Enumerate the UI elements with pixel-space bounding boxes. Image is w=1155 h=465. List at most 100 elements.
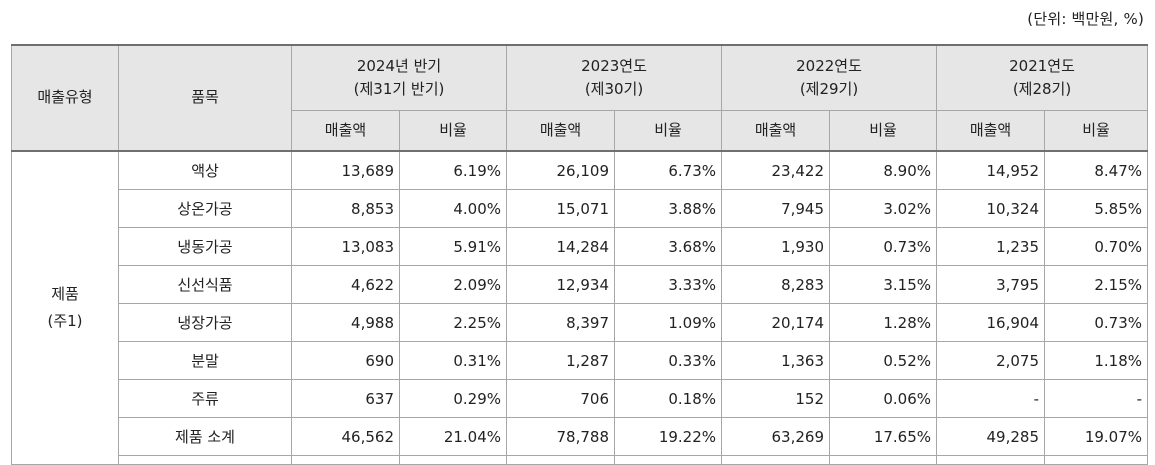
amount-cell: 26,109	[506, 150, 616, 190]
header-ratio: 비율	[398, 110, 508, 152]
ratio-cell: 3.15%	[829, 265, 938, 304]
empty-cell	[1044, 455, 1149, 465]
amount-cell: 13,689	[291, 150, 400, 190]
empty-cell	[936, 455, 1046, 465]
amount-cell: 8,283	[721, 265, 831, 304]
ratio-cell: 0.73%	[1044, 303, 1149, 342]
header-amount: 매출액	[506, 110, 616, 152]
ratio-cell: 19.22%	[614, 417, 723, 456]
amount-cell: 1,363	[721, 341, 831, 380]
period-sub: (제29기)	[799, 80, 859, 98]
table-row-cutoff	[12, 455, 1149, 465]
amount-cell: 7,945	[721, 189, 831, 228]
sales-by-item-table: 매출유형 품목 2024년 반기 (제31기 반기) 2023연도 (제30기)…	[11, 44, 1149, 465]
ratio-cell: 3.33%	[614, 265, 723, 304]
empty-cell	[118, 455, 292, 465]
period-label: 2023연도	[581, 56, 647, 75]
item-name-cell: 제품 소계	[118, 417, 292, 456]
ratio-cell: 8.90%	[829, 150, 938, 190]
ratio-cell: 2.15%	[1044, 265, 1149, 304]
amount-cell: 1,235	[936, 227, 1046, 266]
empty-cell	[614, 455, 723, 465]
ratio-cell: 8.47%	[1044, 150, 1149, 190]
table-row: 냉동가공 13,083 5.91% 14,284 3.68% 1,930 0.73% 1,23…	[12, 227, 1149, 266]
table-row: 신선식품 4,622 2.09% 12,934 3.33% 8,283 3.15% 3,795…	[12, 265, 1149, 304]
header-amount: 매출액	[936, 110, 1046, 152]
amount-cell: 637	[291, 379, 400, 418]
amount-cell: 16,904	[936, 303, 1046, 342]
header-period-2024h1: 2024년 반기 (제31기 반기)	[290, 44, 508, 111]
amount-cell: 152	[721, 379, 831, 418]
table-row: 주류 637 0.29% 706 0.18% 152 0.06% - -	[12, 379, 1149, 418]
ratio-cell: 21.04%	[398, 417, 508, 456]
amount-cell: 8,853	[291, 189, 400, 228]
empty-cell	[721, 455, 831, 465]
item-name-cell: 냉장가공	[118, 303, 292, 342]
table-row: 분말 690 0.31% 1,287 0.33% 1,363 0.52% 2,075 1.18%	[12, 341, 1149, 380]
ratio-cell: -	[1044, 379, 1149, 418]
ratio-cell: 1.09%	[614, 303, 723, 342]
amount-cell: 10,324	[936, 189, 1046, 228]
item-name-cell: 신선식품	[118, 265, 292, 304]
empty-cell	[829, 455, 938, 465]
ratio-cell: 3.02%	[829, 189, 938, 228]
item-name-cell: 상온가공	[118, 189, 292, 228]
item-name-cell: 냉동가공	[118, 227, 292, 266]
ratio-cell: 3.88%	[614, 189, 723, 228]
ratio-cell: 1.18%	[1044, 341, 1149, 380]
amount-cell: 20,174	[721, 303, 831, 342]
ratio-cell: 0.18%	[614, 379, 723, 418]
table-row: 제품 소계 46,562 21.04% 78,788 19.22% 63,269 17.65…	[12, 417, 1149, 456]
unit-note: (단위: 백만원, %)	[1027, 10, 1144, 28]
header-sales-type: 매출유형	[11, 44, 119, 152]
ratio-cell: 0.73%	[829, 227, 938, 266]
amount-cell: 1,930	[721, 227, 831, 266]
header-period-2021: 2021연도 (제28기)	[936, 44, 1149, 111]
amount-cell: 63,269	[721, 417, 831, 456]
ratio-cell: 17.65%	[829, 417, 938, 456]
amount-cell: 3,795	[936, 265, 1046, 304]
item-name-cell: 주류	[118, 379, 292, 418]
period-sub: (제31기 반기)	[353, 80, 445, 98]
sales-type-note: (주1)	[47, 312, 83, 330]
empty-cell	[398, 455, 508, 465]
table-row: 제품 (주1) 액상 13,689 6.19% 26,109 6.73% 23,422 8.90…	[11, 150, 1149, 465]
period-label: 2021연도	[1009, 56, 1075, 75]
amount-cell: 690	[291, 341, 400, 380]
amount-cell: 4,622	[291, 265, 400, 304]
ratio-cell: 3.68%	[614, 227, 723, 266]
amount-cell: 12,934	[506, 265, 616, 304]
header-ratio: 비율	[829, 110, 938, 152]
amount-cell: 2,075	[936, 341, 1046, 380]
amount-cell: 49,285	[936, 417, 1046, 456]
amount-cell: 14,952	[936, 150, 1046, 190]
ratio-cell: 19.07%	[1044, 417, 1149, 456]
ratio-cell: 0.29%	[398, 379, 508, 418]
ratio-cell: 2.09%	[398, 265, 508, 304]
period-label: 2022연도	[796, 56, 862, 75]
ratio-cell: 0.31%	[398, 341, 508, 380]
ratio-cell: 0.06%	[829, 379, 938, 418]
header-period-2022: 2022연도 (제29기)	[721, 44, 938, 111]
table-row: 냉장가공 4,988 2.25% 8,397 1.09% 20,174 1.28% 16,90…	[12, 303, 1149, 342]
ratio-cell: 6.19%	[398, 150, 508, 190]
amount-cell: 13,083	[291, 227, 400, 266]
header-item: 품목	[118, 44, 292, 152]
period-sub: (제30기)	[584, 80, 644, 98]
ratio-cell: 5.91%	[398, 227, 508, 266]
amount-cell: 8,397	[506, 303, 616, 342]
period-sub: (제28기)	[1012, 80, 1072, 98]
amount-cell: 4,988	[291, 303, 400, 342]
header-amount: 매출액	[721, 110, 831, 152]
sales-type-label: 제품	[51, 285, 79, 303]
ratio-cell: 4.00%	[398, 189, 508, 228]
amount-cell: 14,284	[506, 227, 616, 266]
amount-cell: 706	[506, 379, 616, 418]
amount-cell: 1,287	[506, 341, 616, 380]
ratio-cell: 1.28%	[829, 303, 938, 342]
ratio-cell: 5.85%	[1044, 189, 1149, 228]
period-label: 2024년 반기	[356, 56, 442, 75]
sales-type-cell: 제품 (주1)	[11, 150, 119, 465]
empty-cell	[291, 455, 400, 465]
ratio-cell: 2.25%	[398, 303, 508, 342]
